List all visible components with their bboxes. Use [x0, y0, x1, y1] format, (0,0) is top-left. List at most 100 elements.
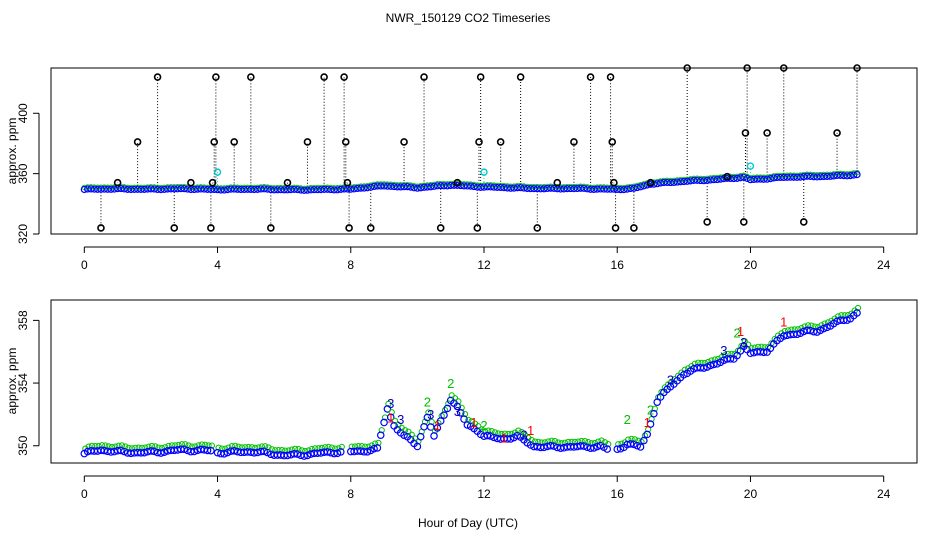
top-data-point	[87, 185, 95, 193]
bottom-data-point	[586, 444, 595, 453]
top-data-point	[150, 185, 158, 193]
bottom-data-point	[463, 421, 472, 429]
top-spike-point-0	[97, 224, 105, 232]
bottom-band-point	[601, 439, 609, 446]
top-spike-point-21	[400, 138, 408, 146]
bottom-data-point	[626, 440, 635, 448]
bottom-band-point	[328, 444, 335, 451]
bottom-data-point	[726, 355, 735, 363]
bottom-band-point	[102, 442, 109, 449]
top-spike-point-3	[153, 73, 162, 81]
bottom-label-1-7: 1	[780, 315, 787, 330]
top-data-point	[180, 185, 188, 193]
bottom-band-point	[202, 441, 209, 448]
bottom-band-point	[235, 443, 242, 450]
top-y-ticks: 320 360 400	[16, 103, 40, 244]
top-data-point	[693, 176, 701, 184]
bottom-data-point	[550, 442, 558, 450]
top-data-point	[233, 185, 242, 193]
top-data-point	[407, 183, 415, 191]
top-data-point	[840, 172, 848, 180]
bottom-data-point	[363, 447, 372, 456]
bottom-data-point	[430, 432, 438, 440]
top-data-point	[200, 185, 208, 193]
top-spike-point-35	[608, 138, 617, 146]
top-spike-point-11	[247, 73, 255, 81]
top-data-point	[380, 182, 388, 190]
bottom-data-point	[759, 348, 768, 357]
top-data-point	[487, 183, 495, 191]
bottom-band-point	[428, 418, 435, 426]
bottom-data-point	[207, 446, 215, 455]
bottom-band-point	[295, 445, 302, 453]
bottom-band-point	[461, 411, 469, 418]
bottom-y-ticks: 350 354 358	[16, 310, 40, 456]
top-data-point	[297, 186, 305, 194]
top-data-point	[806, 172, 815, 180]
bottom-band-point	[488, 427, 495, 435]
bottom-data-point	[483, 431, 492, 440]
bottom-band-point	[208, 442, 215, 449]
bottom-data-point	[540, 443, 548, 452]
top-spike-point-40	[683, 64, 691, 72]
top-spike-point-33	[586, 73, 595, 81]
top-data-point	[473, 183, 481, 191]
bottom-x-tick-label-16: 16	[611, 487, 625, 501]
top-data-point	[183, 185, 192, 193]
top-spike-point-34	[606, 73, 615, 81]
bottom-plot-frame	[50, 299, 918, 464]
bottom-band-point	[185, 442, 192, 449]
top-spike-point-2	[133, 138, 142, 146]
bottom-band-point	[122, 443, 129, 450]
top-data-point	[583, 185, 591, 193]
bottom-band-point	[595, 438, 602, 445]
bottom-data-point	[383, 405, 392, 413]
top-data-point	[490, 183, 498, 191]
top-spike-point-27	[476, 73, 485, 81]
bottom-band-point	[435, 419, 442, 427]
top-spike-point-1	[113, 178, 122, 187]
top-spike-point-24	[453, 178, 462, 187]
bottom-data-point	[490, 433, 498, 442]
bottom-data-point	[423, 413, 432, 422]
bottom-band-point	[408, 431, 415, 438]
bottom-band-point	[834, 313, 842, 320]
bottom-band-point	[745, 341, 752, 348]
top-spike-point-41	[703, 218, 711, 226]
top-spike-point-48	[799, 218, 808, 226]
top-spike-point-6	[207, 224, 215, 232]
bottom-data-point	[710, 360, 718, 369]
bottom-label-2-3: 2	[624, 412, 631, 427]
chart-title: NWR_150129 CO2 Timeseries	[386, 11, 551, 25]
top-x-tick-label-4: 4	[214, 258, 221, 272]
bottom-band-point	[808, 322, 815, 329]
bottom-band-point	[638, 438, 645, 446]
bottom-band-point	[691, 360, 698, 367]
bottom-band-point	[338, 443, 345, 450]
bottom-data-point	[330, 449, 338, 458]
top-x-tick-label-20: 20	[744, 258, 758, 272]
bottom-data-point	[793, 330, 801, 339]
bottom-band-point	[105, 443, 112, 450]
bottom-data-point	[590, 444, 598, 452]
top-data-point	[520, 184, 528, 192]
top-spike-point-39	[646, 178, 655, 187]
bottom-band-point	[152, 443, 159, 450]
bottom-label-3-3: 3	[454, 404, 461, 419]
top-y-tick-label-320: 320	[16, 224, 30, 244]
bottom-data-point	[453, 402, 462, 411]
bottom-x-tick-label-4: 4	[214, 487, 221, 501]
bottom-band-point	[192, 443, 199, 450]
bottom-y-axis-label: approx. ppm	[5, 348, 19, 415]
bottom-band-point	[395, 421, 402, 428]
bottom-label-3-4: 3	[520, 427, 527, 442]
top-spike-point-16	[340, 73, 348, 81]
bottom-data-point	[303, 451, 312, 460]
bottom-band-point	[475, 423, 482, 430]
bottom-data-point	[293, 450, 302, 458]
bottom-band-point	[215, 444, 222, 451]
top-spike-point-43	[739, 218, 748, 226]
bottom-x-tick-label-12: 12	[477, 487, 491, 501]
top-data-point	[263, 185, 272, 193]
top-data-point	[613, 185, 621, 194]
